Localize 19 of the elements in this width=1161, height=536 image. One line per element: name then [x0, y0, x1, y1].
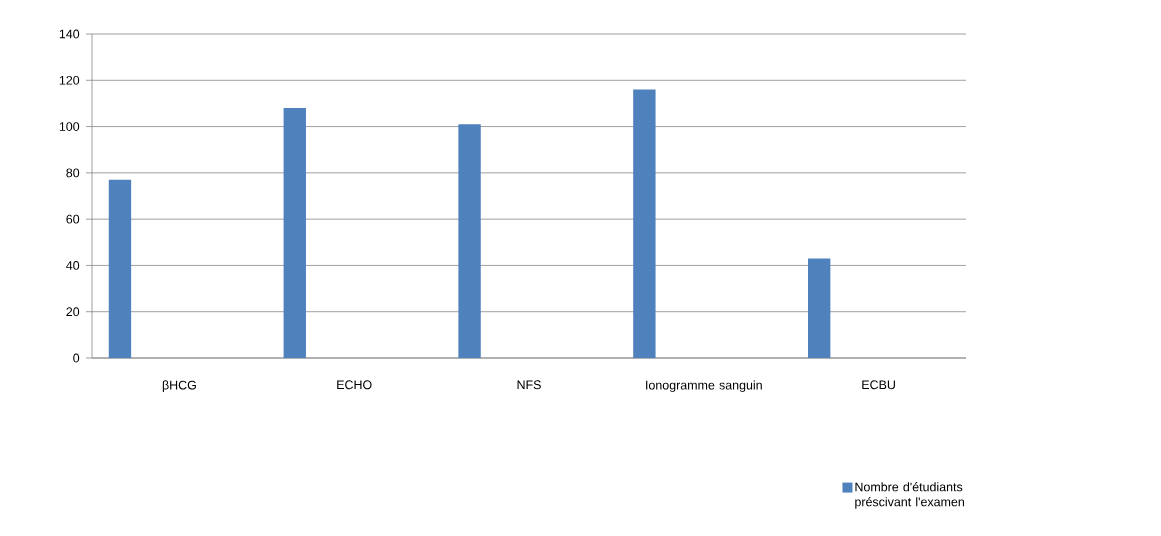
x-tick-label: Ionogramme sanguin [646, 380, 762, 392]
bar [633, 89, 656, 358]
y-tick-label: 120 [59, 75, 80, 85]
legend-label: Nombre d'étudiants préscivant l'examen [855, 482, 964, 509]
x-tick-label: ECBU [862, 380, 895, 390]
bar [283, 108, 306, 358]
y-tick-label: 40 [66, 261, 80, 270]
x-tick-label: ECHO [337, 380, 372, 390]
y-tick-label: 20 [66, 307, 80, 317]
bar [807, 258, 831, 358]
y-tick-label: 100 [59, 122, 80, 131]
x-tick-label: βHCG [162, 380, 196, 392]
x-tick-label: NFS [517, 380, 541, 390]
y-tick-label: 140 [59, 29, 80, 39]
y-tick-label: 60 [66, 214, 80, 224]
bar [458, 124, 481, 358]
y-tick-label: 80 [66, 168, 80, 178]
bar [108, 179, 132, 358]
y-tick-label: 0 [73, 353, 80, 363]
